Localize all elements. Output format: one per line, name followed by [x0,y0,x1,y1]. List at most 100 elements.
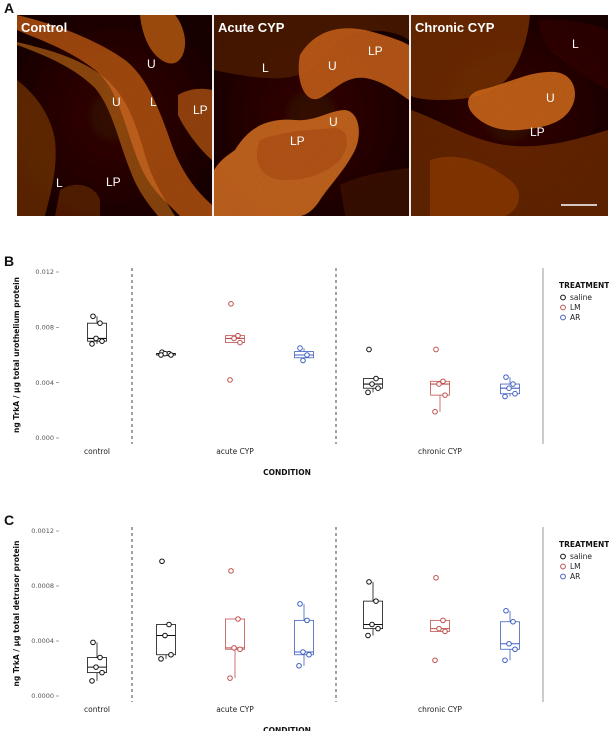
data-point [99,669,105,676]
data-point [97,320,103,326]
data-point [510,381,516,387]
tissue-label: U [147,57,156,71]
data-point [158,352,164,358]
data-point [300,357,306,364]
condition-label: acute CYP [216,705,254,714]
condition-label: control [84,705,110,714]
box-group-acute-cyp-saline [156,349,176,358]
box [225,335,245,343]
data-point [512,646,518,653]
micrograph-acute-title: Acute CYP [218,20,285,35]
data-point [432,408,438,415]
micrograph-chronic-cyp [411,15,608,216]
data-point [440,378,446,385]
data-point [503,607,509,614]
box [156,624,176,656]
box-group-chronic-cyp-ar [500,607,520,664]
data-point [366,346,372,353]
data-point [90,313,96,320]
data-point [433,574,439,581]
tissue-label: U [329,115,338,129]
y-axis-title: ng TrkA / µg total urothelium protein [12,277,21,433]
box-group-acute-cyp-lm [225,301,245,383]
legend-swatch [560,553,566,560]
condition-label: control [84,447,110,456]
data-point [432,657,438,664]
tissue-label: U [328,59,337,73]
data-point [442,628,448,635]
data-point [90,639,96,646]
box [430,619,450,632]
box-group-acute-cyp-ar [294,601,314,669]
data-point [235,332,241,339]
data-point [369,621,375,628]
data-point [97,654,103,661]
box [225,618,245,650]
box-group-acute-cyp-lm [225,568,245,681]
data-point [231,645,237,651]
x-axis-title: CONDITION [263,468,311,477]
data-point [373,598,379,604]
data-point [304,617,310,624]
data-point [166,621,172,628]
box [430,380,450,396]
data-point [502,393,508,400]
data-point [296,662,302,669]
condition-label: acute CYP [216,447,254,456]
box [294,619,314,656]
micrograph-chronic-title: Chronic CYP [415,20,495,35]
box-group-control-saline [87,639,107,684]
data-point [502,657,508,664]
box-group-chronic-cyp-saline [363,579,383,639]
data-point [365,632,371,639]
tissue-label: LP [368,44,383,58]
data-point [304,352,310,358]
condition-label: chronic CYP [418,447,462,456]
data-point [306,651,312,658]
legend-swatch [560,314,566,321]
x-axis-title: CONDITION [263,726,311,731]
tissue-label: LP [530,125,545,139]
chart-b: 0.000 0.004 0.008 0.012 ng TrkA / µg total u… [12,268,609,477]
data-point [300,649,306,655]
data-point [228,568,234,574]
data-point [237,646,243,653]
legend-swatch [560,304,566,311]
box [500,621,520,650]
legend-label: saline [570,552,592,561]
tissue-label: LP [193,103,208,117]
tissue-label: L [262,61,269,75]
box-group-acute-cyp-saline [156,558,176,662]
legend-label: LM [570,562,581,571]
legend-title: TREATMENT [559,540,609,549]
data-point [162,632,168,639]
data-point [89,678,95,684]
tissue-label: L [572,37,579,51]
y-tick-label: 0.004 [35,379,54,387]
data-point [442,392,448,398]
panel-b-letter: B [4,253,14,269]
condition-label: chronic CYP [418,705,462,714]
chart-c: 0.0000 0.0004 0.0008 0.0012 ng TrkA / µg tot… [12,527,609,731]
data-point [99,338,105,344]
legend-label: saline [570,293,592,302]
tissue-label: L [56,176,63,190]
box-group-acute-cyp-ar [294,345,314,364]
legend-swatch [560,563,566,570]
box [363,600,383,630]
data-point [369,381,375,387]
data-point [436,625,442,632]
tissue-label: LP [290,134,305,148]
data-point [510,618,516,625]
legend-swatch [560,573,566,580]
data-point [297,601,303,607]
data-point [366,579,372,585]
tissue-label: U [112,95,121,109]
data-point [506,640,512,647]
data-point [503,374,509,380]
data-point [228,301,234,307]
micrograph-control-title: Control [21,20,67,35]
data-point [375,385,381,392]
box-group-chronic-cyp-lm [430,346,450,415]
